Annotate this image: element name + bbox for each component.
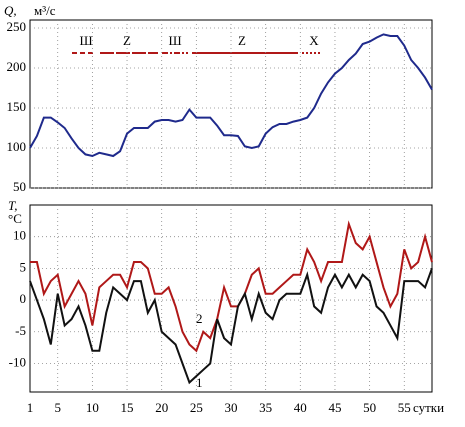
y-tick-label: 5 xyxy=(20,259,27,274)
y-tick-label: 10 xyxy=(13,228,26,243)
series-label: 2 xyxy=(196,311,203,326)
x-tick-label: 5 xyxy=(54,400,61,415)
x-tick-label: 20 xyxy=(155,400,168,415)
x-tick-label: 50 xyxy=(363,400,376,415)
data-line xyxy=(29,33,433,158)
annotation: Z xyxy=(238,33,246,48)
y-tick-label: 50 xyxy=(13,179,26,194)
y-tick-label: 0 xyxy=(20,291,27,306)
data-line xyxy=(29,268,433,385)
y-unit: °C xyxy=(8,211,22,226)
x-tick-label: 1 xyxy=(27,400,34,415)
x-tick-label: 45 xyxy=(328,400,341,415)
y-tick-label: 200 xyxy=(7,59,27,74)
annotation: Z xyxy=(123,33,131,48)
y-tick-label: 250 xyxy=(7,19,27,34)
annotation: Ш xyxy=(168,33,181,48)
x-tick-label: 25 xyxy=(190,400,203,415)
x-tick-label: 40 xyxy=(294,400,307,415)
annotation: X xyxy=(309,33,319,48)
y-label: Q, xyxy=(4,3,17,18)
x-tick-label: 10 xyxy=(86,400,99,415)
y-unit: м³/с xyxy=(34,3,56,18)
data-line xyxy=(30,220,433,353)
x-tick-label: 35 xyxy=(259,400,272,415)
y-tick-label: -10 xyxy=(9,354,26,369)
y-tick-label: 100 xyxy=(7,139,27,154)
series-label: 1 xyxy=(196,375,203,390)
x-tick-label: 15 xyxy=(121,400,134,415)
x-tick-label: 30 xyxy=(225,400,238,415)
y-label: T, xyxy=(8,198,18,213)
annotation: Ш xyxy=(79,33,92,48)
x-tick-label: 55 xyxy=(398,400,411,415)
y-tick-label: 150 xyxy=(7,99,27,114)
x-label: сутки xyxy=(413,400,444,415)
y-tick-label: -5 xyxy=(15,323,26,338)
